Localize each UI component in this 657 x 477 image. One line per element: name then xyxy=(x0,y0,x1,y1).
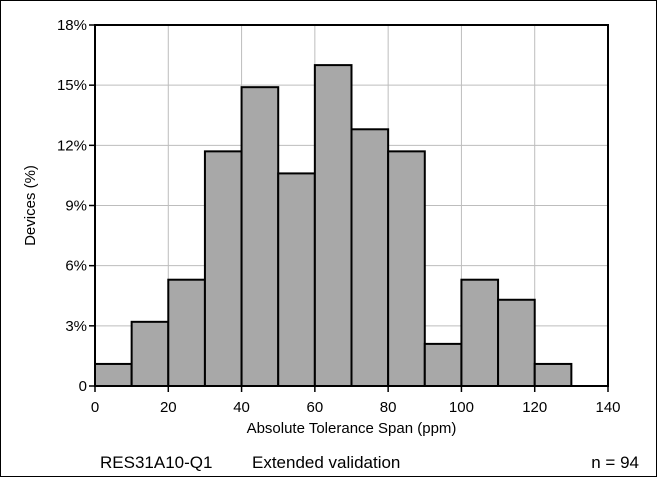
x-tick-label: 140 xyxy=(595,399,620,416)
x-tick-label: 80 xyxy=(380,399,397,416)
bar-120-130 xyxy=(533,362,573,388)
y-tick-label: 12% xyxy=(57,137,87,154)
bar-0-10 xyxy=(94,362,133,388)
bar-50-60 xyxy=(277,172,316,387)
y-tick-label: 0 xyxy=(79,378,87,395)
bar-60-70 xyxy=(313,64,353,387)
bar-30-40 xyxy=(203,150,243,387)
x-tick-label: 20 xyxy=(160,399,177,416)
x-axis-label: Absolute Tolerance Span (ppm) xyxy=(247,420,457,437)
bar-110-120 xyxy=(497,298,536,387)
y-tick-label: 3% xyxy=(65,318,87,335)
y-tick-label: 18% xyxy=(57,17,87,34)
y-axis-label: Devices (%) xyxy=(22,165,39,246)
bar-10-20 xyxy=(130,320,170,388)
x-tick-label: 100 xyxy=(449,399,474,416)
y-tick-label: 15% xyxy=(57,77,87,94)
bar-70-80 xyxy=(350,128,390,388)
bar-40-50 xyxy=(240,86,280,388)
x-tick-label: 40 xyxy=(233,399,250,416)
histogram-bars xyxy=(94,64,573,388)
y-tick-label: 9% xyxy=(65,198,87,215)
x-tick-label: 0 xyxy=(91,399,99,416)
x-axis-ticks: 0 20 40 60 80 100 120 140 xyxy=(91,386,621,416)
bar-90-100 xyxy=(423,342,463,387)
bar-100-110 xyxy=(460,278,500,388)
y-tick-label: 6% xyxy=(65,258,87,275)
x-tick-label: 60 xyxy=(307,399,324,416)
bar-20-30 xyxy=(167,278,206,388)
part-number: RES31A10-Q1 xyxy=(100,453,212,472)
x-tick-label: 120 xyxy=(522,399,547,416)
bar-80-90 xyxy=(387,150,426,387)
y-axis-ticks: 0 3% 6% 9% 12% 15% 18% xyxy=(57,17,95,395)
validation-description: Extended validation xyxy=(252,453,400,472)
sample-size: n = 94 xyxy=(591,453,639,472)
